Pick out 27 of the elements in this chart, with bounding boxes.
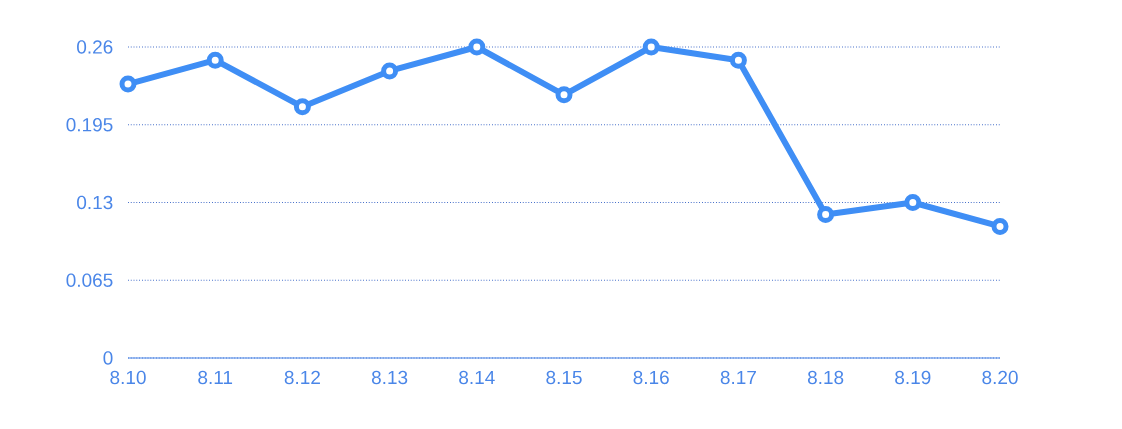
y-tick-label: 0.065 bbox=[66, 273, 113, 287]
y-tick-label: 0 bbox=[103, 351, 113, 365]
x-tick-label: 8.12 bbox=[284, 370, 320, 385]
point bbox=[817, 205, 835, 223]
point bbox=[991, 217, 1009, 235]
point bbox=[206, 51, 224, 69]
y-tick-label: 0.26 bbox=[77, 40, 113, 54]
x-tick-label: 8.13 bbox=[371, 370, 408, 385]
point bbox=[904, 194, 922, 211]
x-tick-label: 8.19 bbox=[895, 370, 931, 385]
point bbox=[119, 75, 137, 93]
x-tick-label: 8.16 bbox=[633, 370, 669, 385]
x-tick-label: 8.10 bbox=[110, 370, 146, 385]
x-tick-label: 8.15 bbox=[546, 370, 582, 385]
point bbox=[642, 38, 660, 56]
point bbox=[293, 98, 311, 116]
y-tick-label: 0.195 bbox=[66, 118, 113, 132]
point bbox=[729, 51, 747, 69]
point bbox=[555, 86, 573, 104]
point bbox=[468, 38, 486, 56]
point bbox=[381, 62, 399, 80]
x-tick-label: 8.14 bbox=[459, 370, 495, 385]
x-tick-label: 8.11 bbox=[198, 370, 233, 385]
x-tick-label: 8.18 bbox=[807, 370, 844, 385]
y-tick-label: 0.13 bbox=[77, 195, 113, 210]
x-tick-label: 8.17 bbox=[720, 370, 756, 385]
x-tick-label: 8.20 bbox=[982, 370, 1018, 385]
